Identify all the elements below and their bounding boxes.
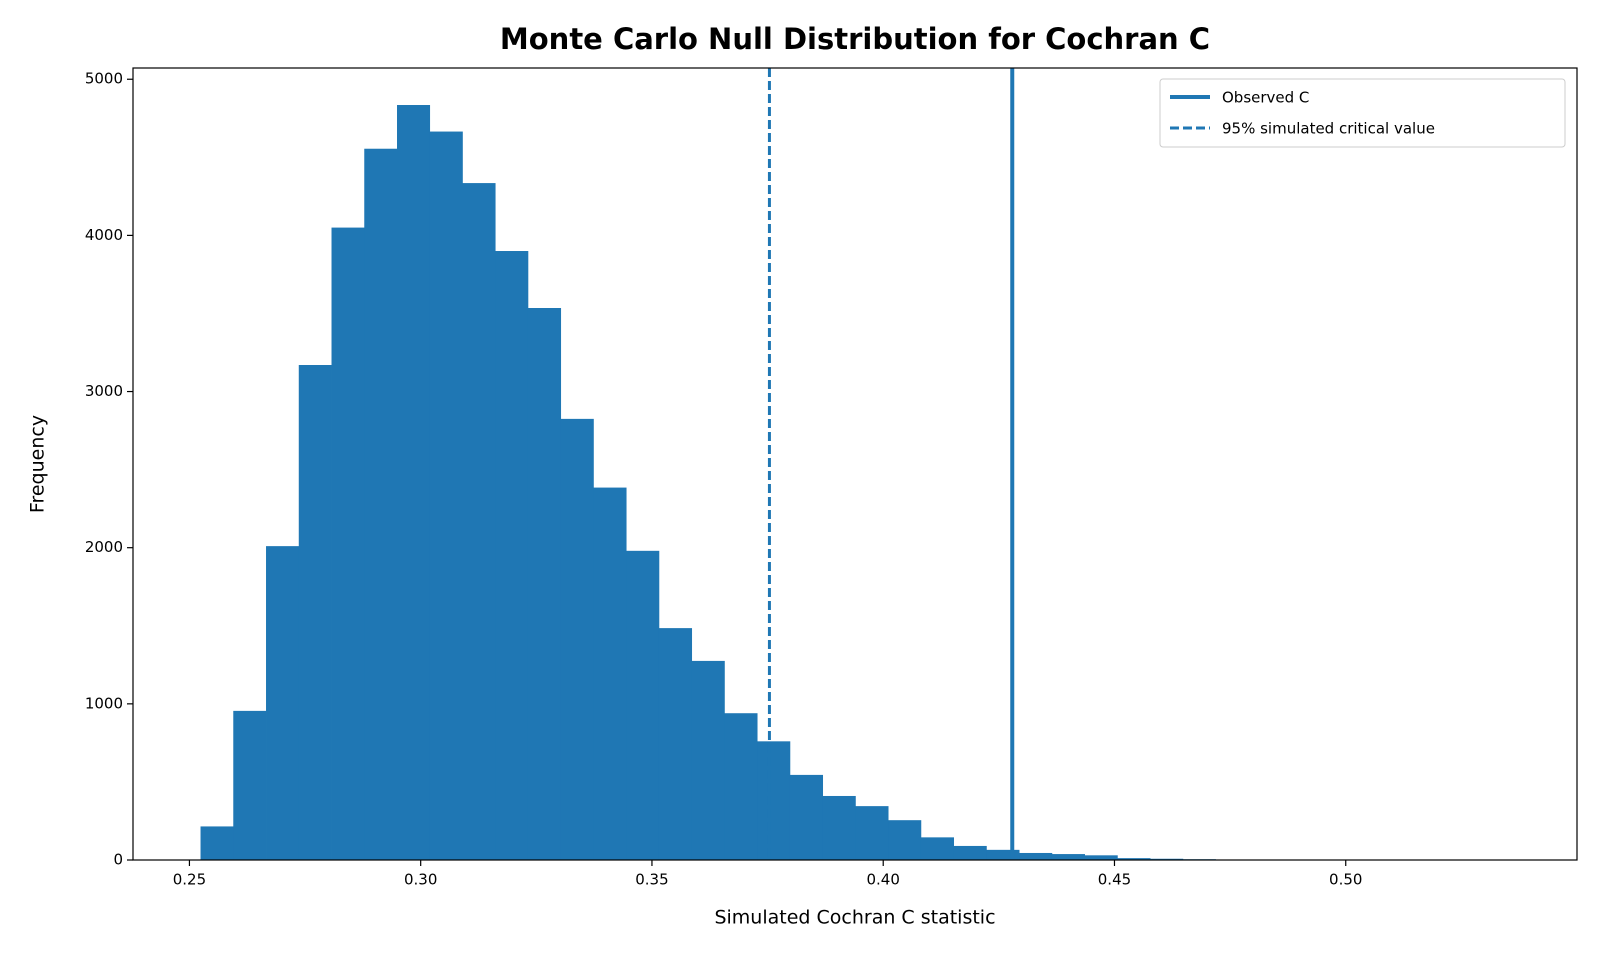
x-tick-label: 0.45 (1098, 871, 1131, 889)
x-tick-label: 0.40 (867, 871, 900, 889)
histogram-bar (495, 251, 529, 860)
histogram-bar (658, 628, 693, 860)
histogram-bar (1084, 855, 1118, 860)
y-tick-label: 3000 (85, 382, 123, 400)
histogram-bar (1019, 852, 1053, 860)
x-tick-label: 0.50 (1329, 871, 1362, 889)
x-tick-label: 0.35 (635, 871, 668, 889)
x-axis-label: Simulated Cochran C statistic (714, 907, 995, 929)
histogram-bar (397, 105, 431, 861)
histogram-bar (200, 826, 234, 860)
histogram-bar (364, 148, 398, 860)
histogram-bar (757, 741, 791, 860)
y-tick-label: 1000 (85, 694, 123, 712)
histogram-bar (691, 660, 725, 860)
y-tick-label: 4000 (85, 226, 123, 244)
histogram-bar (822, 795, 856, 860)
y-tick-label: 0 (113, 851, 123, 869)
plot-frame (132, 67, 1578, 861)
histogram-bar (266, 546, 300, 860)
histogram-bar (920, 837, 955, 860)
histogram-bar (789, 774, 824, 860)
y-axis-label: Frequency (27, 415, 49, 513)
legend-label: 95% simulated critical value (1222, 120, 1435, 138)
histogram-bar (462, 183, 496, 860)
histogram-bar (888, 820, 922, 860)
legend-label: Observed C (1222, 89, 1309, 107)
histogram-bar (527, 308, 562, 860)
histogram-bar (1051, 854, 1085, 860)
histogram-bar (724, 713, 758, 860)
histogram-bar (953, 845, 987, 860)
histogram-bar (331, 227, 365, 861)
histogram-bar (560, 418, 594, 860)
histogram-bar (298, 365, 332, 860)
histogram-bar (986, 849, 1020, 860)
histogram-bar (1117, 858, 1151, 860)
y-tick-label: 2000 (85, 538, 123, 556)
histogram-bar (626, 550, 660, 860)
histogram-bar (1150, 858, 1184, 860)
legend-box (1159, 78, 1566, 148)
histogram-bar (593, 487, 627, 860)
histogram-bar (429, 131, 463, 860)
histogram-bar (233, 710, 267, 860)
y-tick-label: 5000 (85, 70, 123, 88)
histogram-bar (855, 806, 889, 860)
chart-title: Monte Carlo Null Distribution for Cochra… (500, 22, 1210, 56)
x-tick-label: 0.30 (404, 871, 437, 889)
x-tick-label: 0.25 (173, 871, 206, 889)
